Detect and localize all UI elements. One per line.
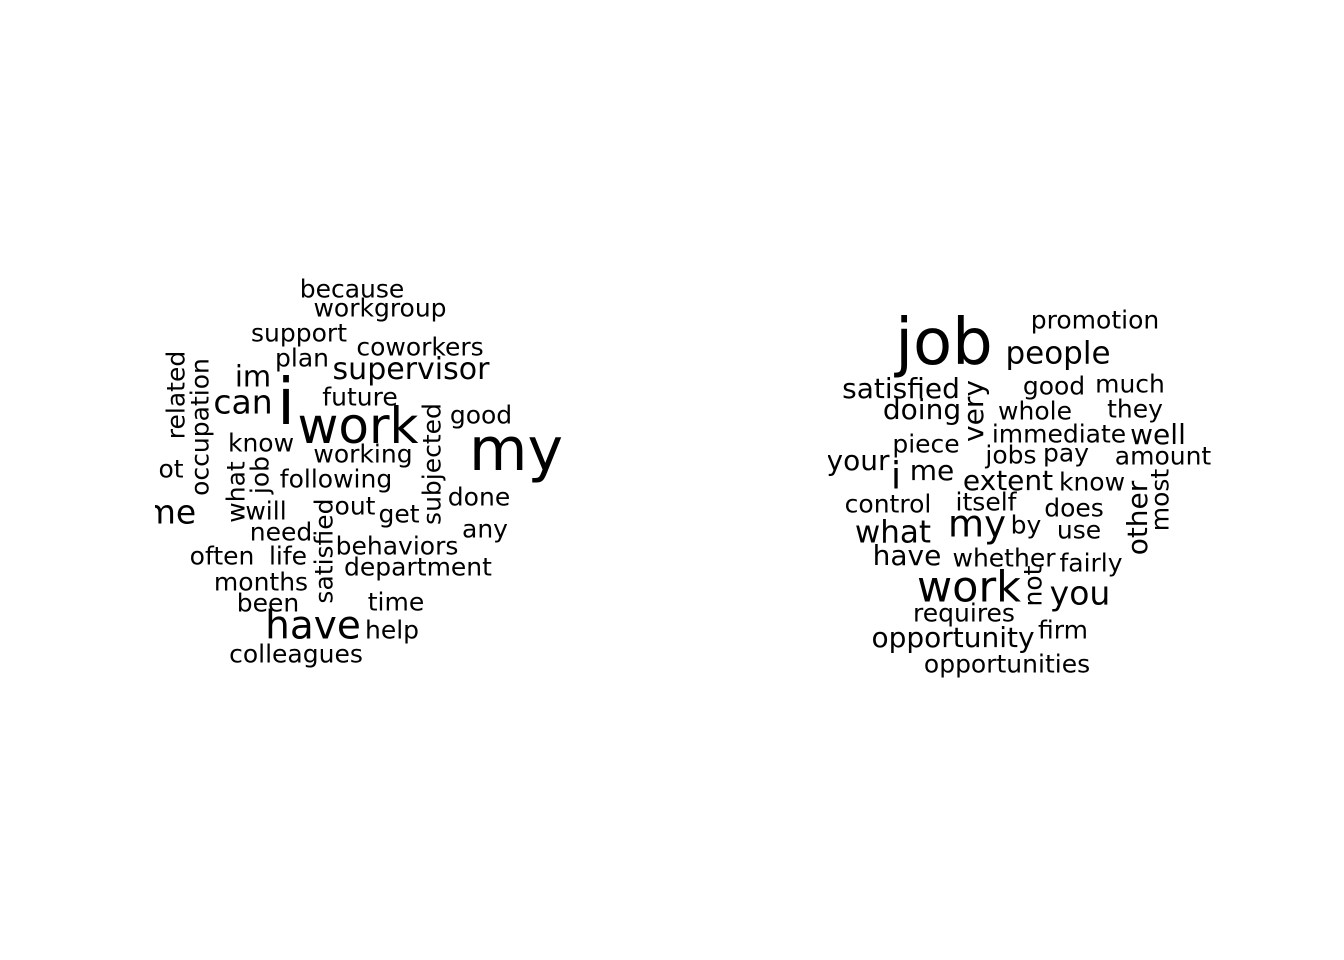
cloud-word: amount: [1114, 441, 1212, 471]
cloud-word: my: [469, 415, 563, 485]
cloud-word: what: [854, 514, 932, 551]
cloud-word: people: [1005, 335, 1111, 372]
cloud-word: i: [890, 454, 902, 498]
cloud-word: fairly: [1059, 548, 1123, 578]
cloud-word: colleagues: [229, 639, 363, 669]
cloud-word: me: [909, 454, 955, 487]
cloud-word: control: [844, 489, 932, 519]
cloud-word: job: [245, 455, 275, 495]
cloud-word: supervisor: [332, 352, 490, 387]
cloud-word: know: [1058, 467, 1126, 497]
cloud-word: jobs: [985, 440, 1037, 470]
cloud-word: help: [364, 615, 420, 645]
cloud-word: satisfied: [309, 498, 339, 604]
cloud-word: working: [313, 439, 413, 469]
cloud-word: you: [1049, 573, 1111, 613]
cloud-word: satisfied: [842, 372, 960, 405]
cloud-word: me: [155, 492, 197, 532]
cloud-word: itself: [955, 487, 1017, 517]
cloud-word: most: [1145, 468, 1175, 532]
cloud-word: firm: [1038, 615, 1088, 645]
word-cloud-left: because workgroup support coworkers plan…: [155, 260, 575, 680]
cloud-word: life: [268, 541, 308, 571]
cloud-word: following: [279, 464, 393, 494]
cloud-word: whether: [952, 543, 1056, 573]
cloud-word: subjected: [417, 403, 447, 525]
cloud-word: need: [249, 517, 313, 547]
cloud-word: doing: [882, 393, 962, 426]
cloud-word: out: [334, 491, 376, 521]
cloud-word: much: [1095, 369, 1165, 399]
cloud-word: very: [957, 380, 990, 442]
cloud-word: i: [277, 366, 295, 440]
cloud-word: any: [462, 514, 508, 544]
cloud-word: done: [447, 482, 511, 512]
cloud-word: time: [367, 587, 425, 617]
cloud-word: job: [895, 306, 993, 380]
cloud-word: good: [449, 400, 513, 430]
cloud-word: pay: [1043, 438, 1089, 468]
cloud-word: been: [236, 588, 300, 618]
cloud-word: ot: [158, 454, 184, 484]
cloud-word: work: [297, 397, 419, 455]
cloud-word: plan: [275, 343, 329, 373]
cloud-word: promotion: [1030, 305, 1160, 335]
cloud-word: work: [916, 562, 1022, 613]
cloud-word: immediate: [991, 419, 1127, 449]
cloud-word: department: [344, 552, 492, 582]
cloud-word: by: [1010, 510, 1042, 540]
cloud-word: well: [1130, 418, 1186, 451]
cloud-word: workgroup: [313, 293, 447, 323]
cloud-word: opportunities: [923, 649, 1091, 679]
cloud-word: have: [265, 603, 361, 649]
cloud-word: piece: [892, 429, 960, 459]
cloud-word: my: [948, 502, 1006, 546]
cloud-word: whole: [998, 396, 1072, 426]
cloud-word: not: [1018, 565, 1048, 607]
cloud-word: behaviors: [335, 531, 459, 561]
cloud-word: im: [234, 359, 272, 394]
cloud-word: know: [227, 428, 295, 458]
cloud-word: coworkers: [356, 332, 484, 362]
cloud-word: future: [322, 382, 398, 412]
cloud-word: because: [299, 274, 405, 304]
cloud-word: often: [189, 541, 255, 571]
cloud-word: can: [213, 382, 273, 422]
cloud-word: does: [1044, 493, 1104, 523]
cloud-word: get: [378, 499, 420, 529]
cloud-word: good: [1022, 371, 1086, 401]
cloud-word: they: [1107, 394, 1163, 424]
cloud-word: support: [251, 318, 347, 348]
cloud-word: use: [1056, 515, 1102, 545]
cloud-word: have: [872, 539, 942, 572]
cloud-word: extent: [962, 464, 1054, 497]
cloud-word: months: [213, 567, 309, 597]
cloud-word: will: [245, 496, 287, 526]
cloud-word: your: [828, 444, 890, 477]
cloud-word: requires: [913, 598, 1015, 628]
cloud-word: occupation: [185, 358, 215, 496]
word-cloud-right: promotion job people satisfied good much…: [828, 300, 1228, 700]
cloud-word: opportunity: [871, 621, 1035, 654]
